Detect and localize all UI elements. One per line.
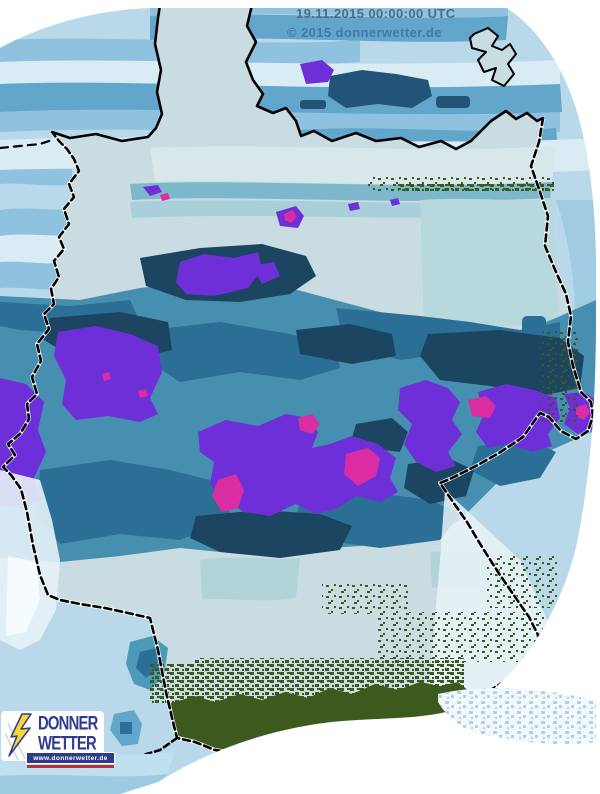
logo-text-wetter: WETTER — [38, 733, 97, 755]
rain-purple-cells — [0, 60, 596, 516]
lightning-icon — [5, 713, 32, 761]
donnerwetter-logo: DONNER WETTER www.donnerwetter.de — [2, 712, 116, 770]
ruegen-island — [469, 27, 517, 87]
logo-text-donner: DONNER — [38, 713, 98, 735]
coastline — [50, 8, 545, 151]
timestamp-label: 19.11.2015 00:00:00 UTC — [296, 6, 456, 21]
rain-magenta-cores — [102, 193, 590, 512]
faint-virga-streaks — [246, 746, 332, 782]
logo-website-url: www.donnerwetter.de — [33, 754, 108, 762]
copyright-label: © 2015 donnerwetter.de — [287, 25, 442, 40]
bottom-right-speckle-lobe — [438, 687, 596, 745]
north-navy-cell — [300, 70, 470, 109]
logo-website-banner[interactable]: www.donnerwetter.de — [27, 753, 114, 763]
logo-red-stripe — [27, 765, 114, 768]
